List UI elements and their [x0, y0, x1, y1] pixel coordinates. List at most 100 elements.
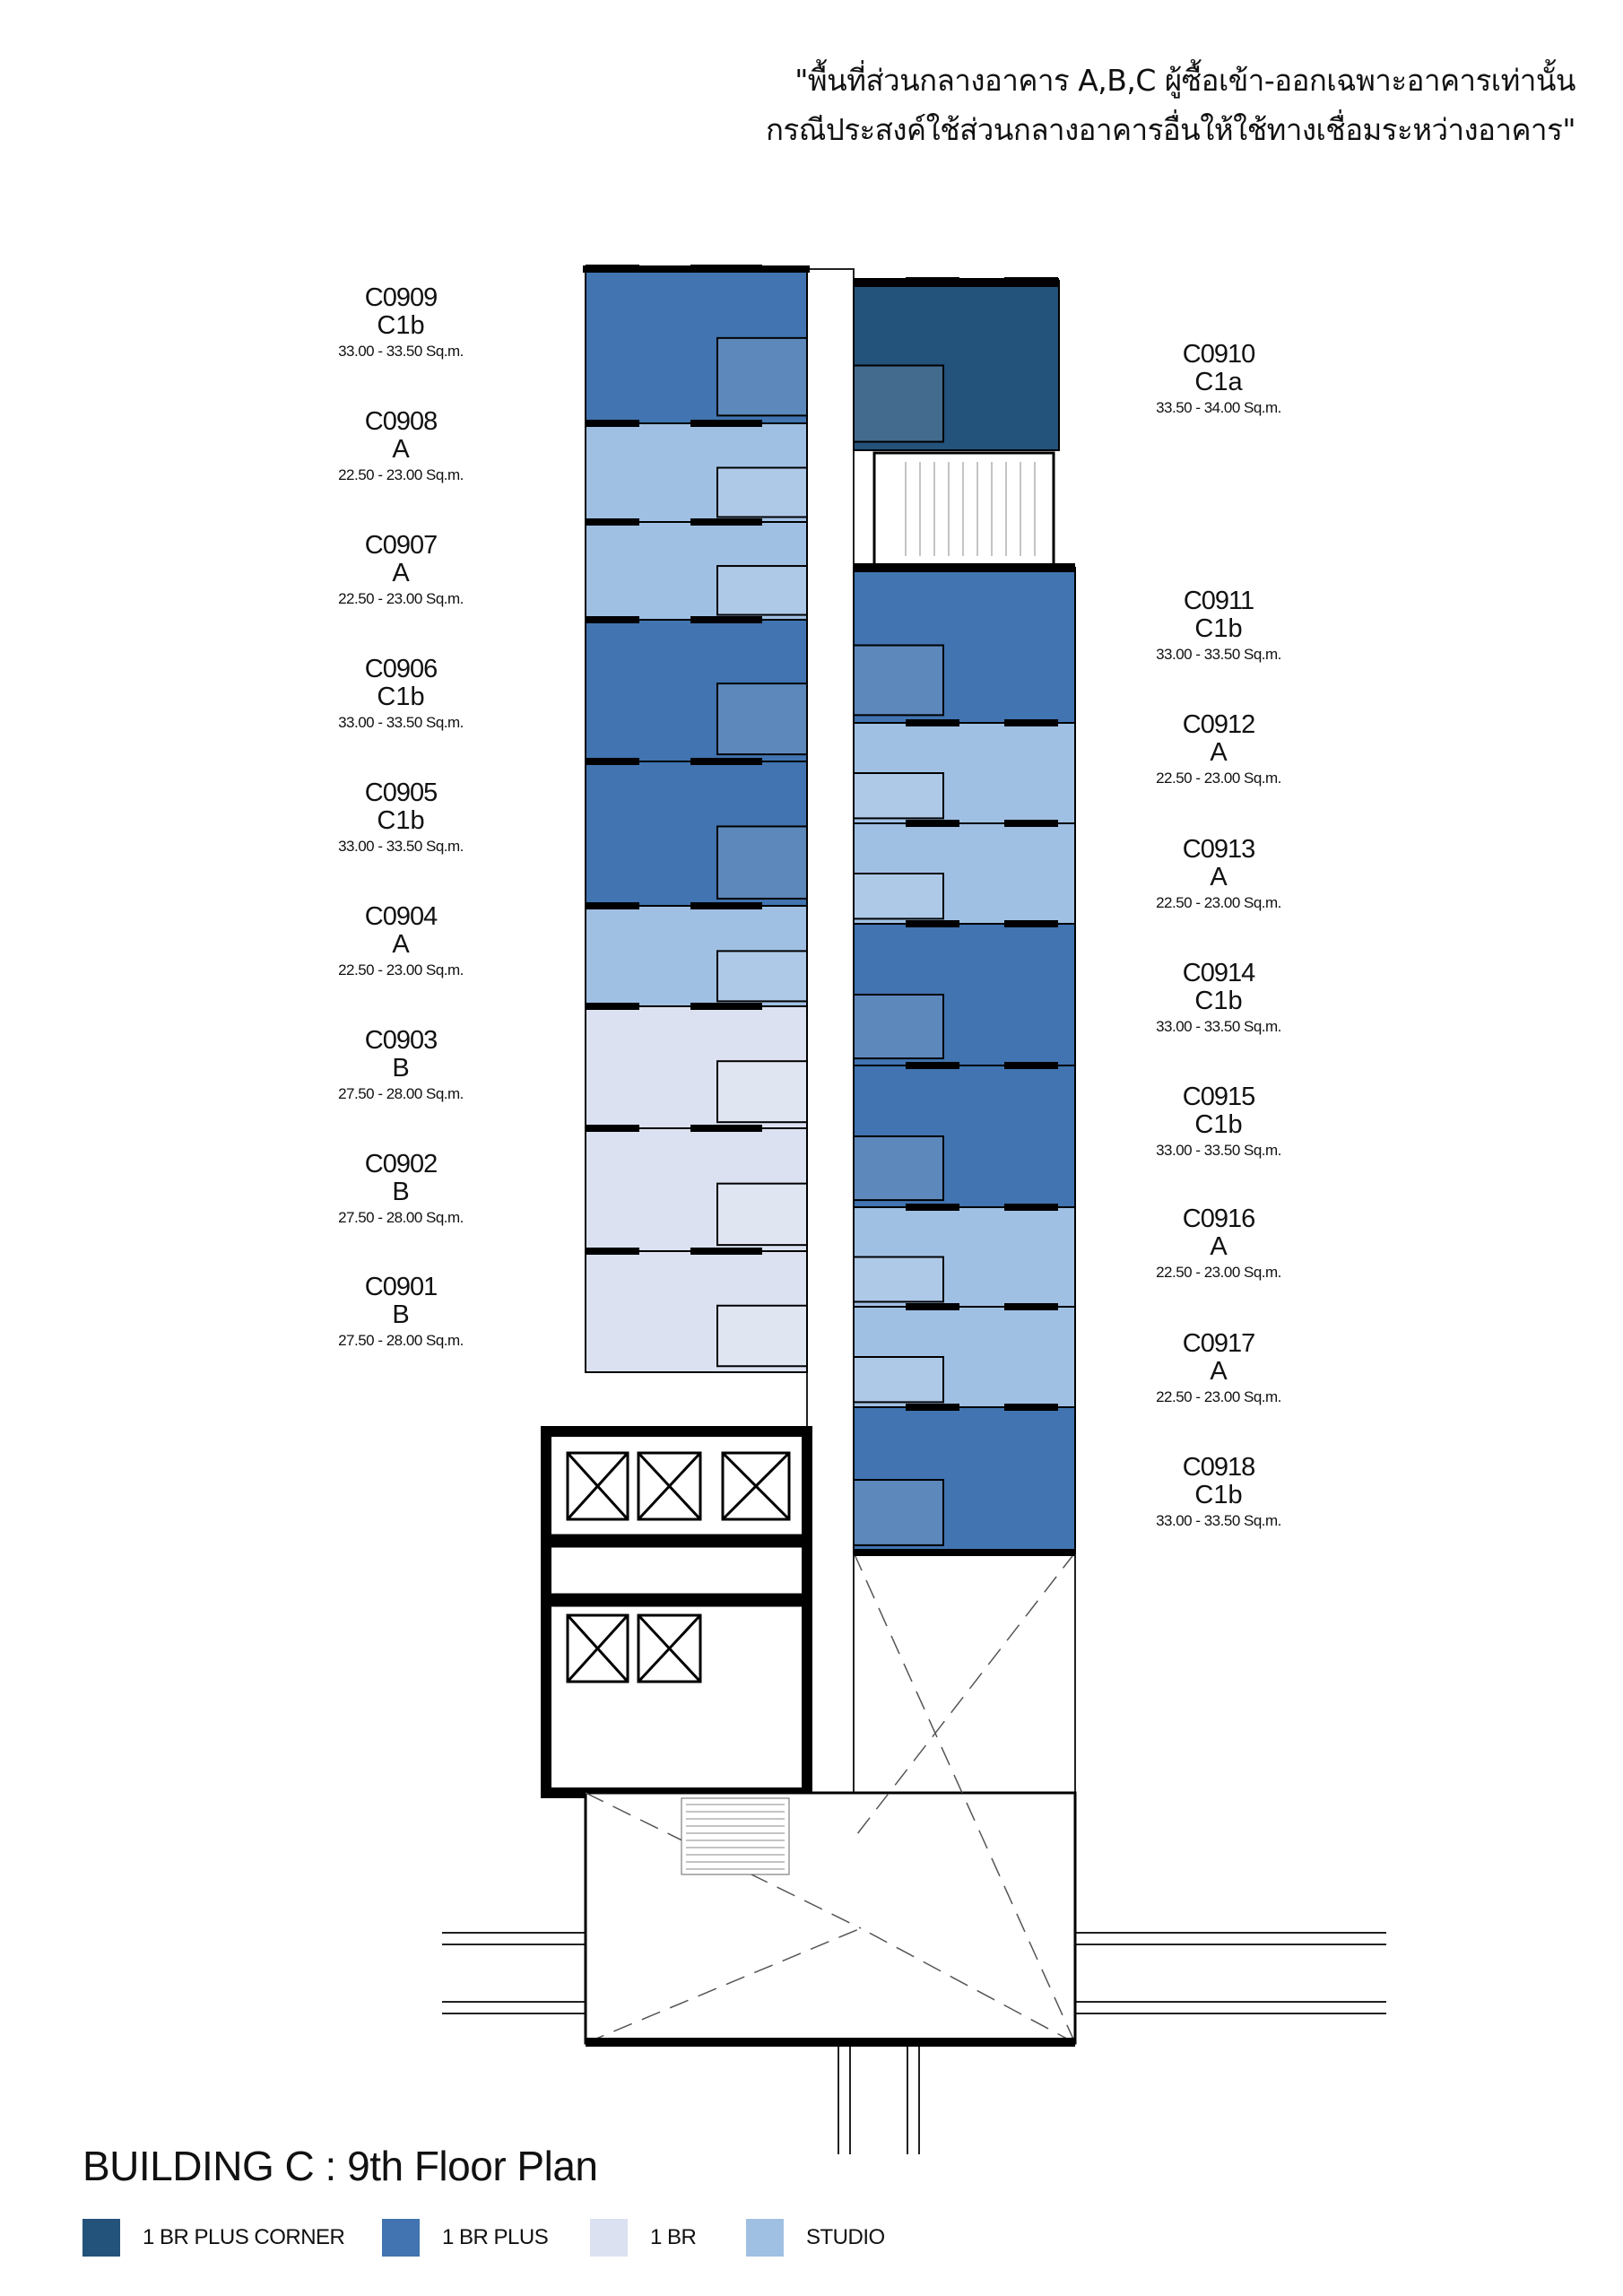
bathroom [716, 683, 808, 756]
wall [690, 420, 762, 427]
elevator-shafts [544, 1451, 809, 1683]
elevator-lobby [541, 1426, 812, 1798]
unit-code: C0917 [1182, 1329, 1255, 1358]
unit-area: 22.50 - 23.00 Sq.m. [1156, 1388, 1281, 1405]
unit-area: 27.50 - 28.00 Sq.m. [338, 1332, 464, 1349]
unit-type: A [1210, 1232, 1228, 1261]
unit-label: C0912 A 22.50 - 23.00 Sq.m. [1102, 711, 1335, 790]
unit-label: C0918 C1b 33.00 - 33.50 Sq.m. [1102, 1454, 1335, 1533]
unit-code: C0916 [1182, 1205, 1255, 1233]
unit-label: C0917 A 22.50 - 23.00 Sq.m. [1102, 1330, 1335, 1409]
unit-type: A [392, 559, 410, 587]
unit-area: 22.50 - 23.00 Sq.m. [338, 961, 464, 978]
bathroom [716, 1060, 808, 1124]
unit-label: C0904 A 22.50 - 23.00 Sq.m. [284, 903, 517, 982]
legend-label: 1 BR [650, 2225, 697, 2249]
corridor [806, 268, 855, 1831]
unit-code: C0904 [364, 902, 438, 931]
wall [906, 1404, 959, 1411]
bathroom [716, 825, 808, 900]
bathroom [716, 1304, 808, 1368]
unit-label: C0911 C1b 33.00 - 33.50 Sq.m. [1102, 587, 1335, 666]
unit-C0901[interactable] [585, 1248, 808, 1373]
unit-type: C1b [377, 311, 425, 340]
wall [1004, 1204, 1058, 1211]
unit-code: C0901 [364, 1273, 438, 1301]
unit-C0902[interactable] [585, 1125, 808, 1252]
legend-swatch [382, 2219, 420, 2257]
wall [1004, 1062, 1058, 1069]
unit-area: 33.00 - 33.50 Sq.m. [338, 714, 464, 731]
unit-code: C0908 [364, 407, 438, 436]
unit-fill [585, 521, 808, 621]
legend-label: 1 BR PLUS CORNER [143, 2225, 345, 2249]
wall [690, 616, 762, 623]
bathroom [853, 994, 944, 1060]
unit-fill [585, 619, 808, 762]
unit-fill [585, 761, 808, 907]
legend-item: 1 BR [590, 2219, 697, 2257]
unit-code: C0915 [1182, 1083, 1255, 1111]
unit-label: C0902 B 27.50 - 28.00 Sq.m. [284, 1151, 517, 1230]
unit-code: C0910 [1182, 340, 1255, 369]
wall-right-bottom [854, 1549, 1075, 1556]
bathroom [716, 336, 808, 417]
bathroom [853, 1356, 944, 1404]
unit-code: C0905 [364, 778, 438, 807]
notice-text: "พื้นที่ส่วนกลางอาคาร A,B,C ผู้ซื้อเข้า-… [766, 56, 1575, 154]
legend-label: 1 BR PLUS [442, 2225, 549, 2249]
unit-area: 22.50 - 23.00 Sq.m. [338, 466, 464, 483]
wall [586, 1125, 639, 1132]
wall [690, 518, 762, 526]
wall [906, 1062, 959, 1069]
unit-C0914[interactable] [853, 920, 1076, 1066]
unit-label: C0903 B 27.50 - 28.00 Sq.m. [284, 1027, 517, 1106]
unit-C0916[interactable] [853, 1204, 1076, 1308]
unit-C0917[interactable] [853, 1303, 1076, 1408]
stair-upper [872, 451, 1055, 567]
unit-C0911[interactable] [853, 564, 1076, 724]
unit-area: 33.00 - 33.50 Sq.m. [1156, 1018, 1281, 1035]
unit-type: A [392, 435, 410, 464]
unit-C0910[interactable] [853, 277, 1060, 451]
unit-area: 33.00 - 33.50 Sq.m. [1156, 1142, 1281, 1159]
unit-C0906[interactable] [585, 616, 808, 762]
unit-area: 33.00 - 33.50 Sq.m. [1156, 646, 1281, 663]
unit-code: C0914 [1182, 959, 1255, 987]
legend-item: 1 BR PLUS CORNER [82, 2219, 345, 2257]
unit-area: 22.50 - 23.00 Sq.m. [1156, 770, 1281, 787]
unit-area: 22.50 - 23.00 Sq.m. [338, 590, 464, 607]
wall [1004, 1303, 1058, 1310]
bathroom [853, 772, 944, 820]
unit-type: C1b [1194, 1110, 1243, 1139]
wall [586, 1003, 639, 1010]
unit-label: C0908 A 22.50 - 23.00 Sq.m. [284, 408, 517, 487]
stair-treads [686, 462, 1036, 1870]
unit-C0904[interactable] [585, 902, 808, 1007]
unit-C0903[interactable] [585, 1003, 808, 1129]
unit-label: C0909 C1b 33.00 - 33.50 Sq.m. [284, 284, 517, 363]
unit-code: C0911 [1183, 587, 1254, 615]
wall-top-left [583, 265, 810, 273]
wall [690, 1003, 762, 1010]
unit-C0915[interactable] [853, 1062, 1076, 1208]
unit-C0918[interactable] [853, 1404, 1076, 1553]
legend-swatch [82, 2219, 120, 2257]
unit-code: C0907 [364, 531, 438, 560]
unit-C0907[interactable] [585, 518, 808, 621]
unit-C0913[interactable] [853, 820, 1076, 925]
notice-line-2: กรณีประสงค์ใช้ส่วนกลางอาคารอื่นให้ใช้ทาง… [766, 112, 1575, 147]
unit-code: C0906 [364, 655, 438, 683]
unit-label: C0910 C1a 33.50 - 34.00 Sq.m. [1102, 341, 1335, 420]
wall [690, 758, 762, 765]
unit-type: B [392, 1054, 410, 1083]
unit-code: C0913 [1182, 835, 1255, 864]
bridge-left [442, 1932, 586, 2014]
unit-code: C0912 [1182, 710, 1255, 739]
wall [586, 420, 639, 427]
unit-C0912[interactable] [853, 719, 1076, 824]
bathroom [716, 950, 808, 1003]
unit-C0905[interactable] [585, 758, 808, 907]
unit-C0909[interactable] [585, 265, 808, 424]
unit-C0908[interactable] [585, 420, 808, 523]
